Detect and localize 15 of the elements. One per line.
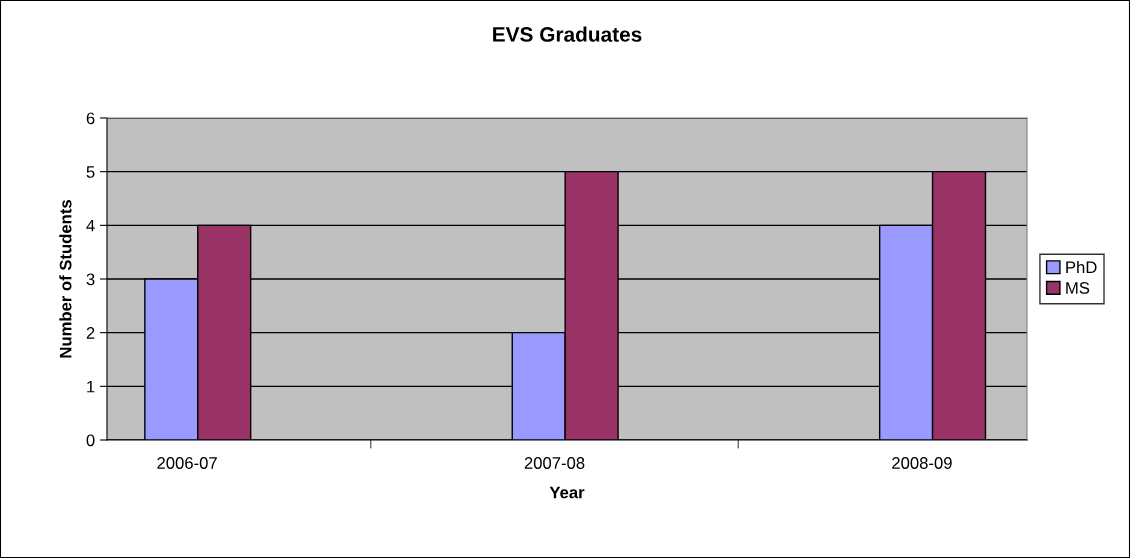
x-axis-title: Year bbox=[549, 486, 585, 499]
y-tick-label: 1 bbox=[87, 380, 95, 393]
y-tick-label: 6 bbox=[86, 112, 95, 125]
y-tick-label: 5 bbox=[86, 166, 95, 178]
legend-label: PhD bbox=[1066, 260, 1097, 274]
chart-title: EVS Graduates bbox=[493, 26, 642, 42]
legend-label: MS bbox=[1066, 282, 1090, 294]
y-axis-title: Number of Students bbox=[59, 200, 72, 358]
y-tick-label: 2 bbox=[86, 327, 95, 339]
x-tick-label: 2008-09 bbox=[892, 457, 952, 469]
y-tick-label: 0 bbox=[86, 434, 95, 447]
y-tick-label: 3 bbox=[86, 273, 95, 286]
x-tick-label: 2006-07 bbox=[157, 457, 217, 469]
y-tick-label: 4 bbox=[86, 219, 95, 232]
x-tick-label: 2007-08 bbox=[524, 457, 585, 469]
